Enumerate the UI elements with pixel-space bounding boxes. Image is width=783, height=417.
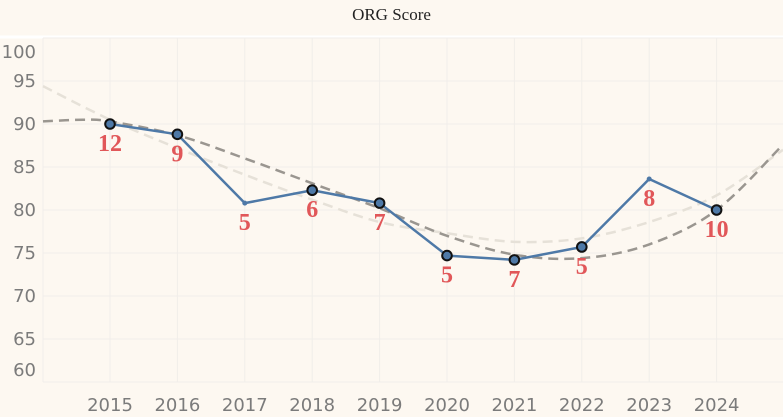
y-tick-label: 75 (13, 243, 36, 264)
data-label: 5 (441, 263, 453, 289)
chart-title: ORG Score (352, 5, 431, 24)
data-label: 7 (508, 267, 520, 293)
data-label: 12 (98, 131, 122, 157)
data-label: 10 (705, 217, 729, 243)
series-line (109, 122, 718, 262)
data-label: 8 (643, 186, 655, 212)
x-tick-label: 2015 (87, 395, 133, 416)
x-tick-label: 2020 (424, 395, 470, 416)
data-label: 9 (171, 141, 183, 167)
data-point (576, 241, 588, 253)
x-tick-label: 2022 (559, 395, 605, 416)
x-tick-label: 2017 (222, 395, 268, 416)
y-tick-label: 95 (13, 71, 36, 92)
x-tick-label: 2024 (694, 395, 740, 416)
x-tick-label: 2019 (357, 395, 403, 416)
data-point (441, 249, 453, 262)
y-tick-label: 65 (13, 329, 36, 350)
data-label: 7 (374, 210, 386, 236)
data-point (242, 200, 248, 206)
data-point (171, 128, 184, 141)
data-label: 6 (306, 197, 318, 223)
data-point (508, 254, 521, 266)
data-point (373, 197, 386, 209)
data-point (104, 118, 116, 130)
x-tick-label: 2016 (154, 395, 200, 416)
x-tick-label: 2023 (626, 395, 672, 416)
y-tick-label: 90 (13, 114, 36, 135)
trend-light-line (42, 85, 783, 244)
y-tick-label: 60 (13, 360, 36, 381)
y-tick-label: 80 (13, 200, 36, 221)
data-label: 5 (239, 210, 251, 236)
data-point (710, 204, 723, 216)
y-tick-label: 70 (13, 286, 36, 307)
x-tick-label: 2018 (289, 395, 335, 416)
data-point (646, 176, 652, 182)
y-tick-label: 85 (13, 157, 36, 178)
data-label: 5 (576, 254, 588, 280)
x-tick-label: 2021 (491, 395, 537, 416)
data-point (306, 184, 319, 197)
y-tick-label: 100 (2, 42, 36, 63)
